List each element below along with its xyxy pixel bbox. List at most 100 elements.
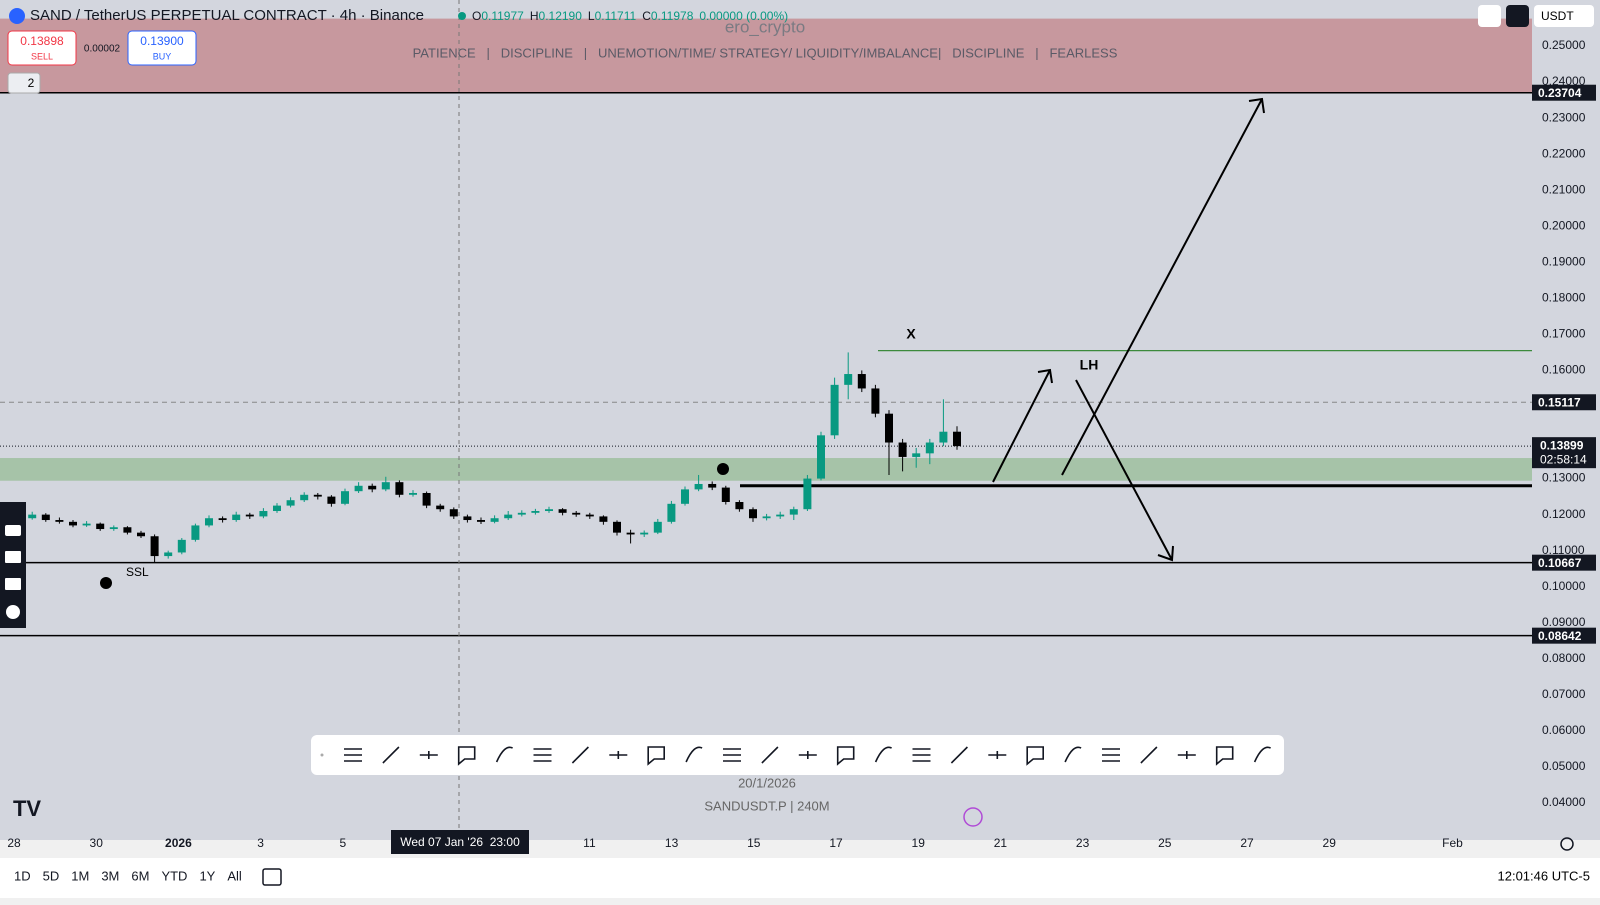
toolbar-tool[interactable] [1253, 746, 1271, 763]
period-button[interactable]: 6M [131, 868, 149, 883]
candle-body [477, 520, 485, 522]
indicator-count[interactable]: 2 [28, 76, 35, 90]
toolbar-tool[interactable] [950, 746, 968, 764]
sell-label[interactable]: SELL [31, 51, 53, 61]
candle-body [245, 514, 254, 517]
candle-body [123, 527, 132, 533]
period-button[interactable]: 1M [71, 868, 89, 883]
clock: 12:01:46 UTC-5 [1498, 868, 1591, 883]
status-dot [458, 12, 466, 20]
toolbar-tool[interactable] [761, 746, 779, 764]
lightning-icon[interactable] [963, 807, 983, 827]
candle-body [613, 521, 621, 533]
toolbar-tool[interactable] [912, 748, 931, 762]
toolbar-tool[interactable] [344, 748, 362, 762]
toolbar-tool[interactable] [836, 746, 855, 766]
x-tick-label: 2026 [165, 836, 192, 850]
time-axis: 28 30 2026 3 5 11 13 15 17 19 21 23 25 27 29 Feb [7, 836, 1463, 850]
toolbar-tool[interactable] [798, 751, 817, 759]
annotation-ssl: SSL [126, 565, 149, 579]
toolbar-tool[interactable] [1026, 746, 1044, 766]
bottom-bar [0, 858, 1600, 898]
toolbar-tool[interactable] [1215, 746, 1234, 766]
toolbar-tool[interactable] [382, 746, 400, 764]
buy-price[interactable]: 0.13900 [140, 34, 184, 48]
toolbar-tool[interactable] [874, 746, 892, 763]
candle-body [55, 520, 64, 522]
chart-background [0, 0, 1600, 840]
candle-body [803, 478, 812, 510]
candle-body [585, 514, 594, 517]
period-button[interactable]: 1D [14, 868, 31, 883]
toolbar-tool[interactable] [1064, 746, 1082, 763]
price-axis-labels: 0.250000.240000.230000.220000.210000.200… [1532, 38, 1596, 809]
toolbar-icons [320, 746, 1271, 766]
toolbar-tool[interactable] [495, 746, 513, 763]
candle-body [504, 514, 513, 519]
candle-body [409, 492, 417, 495]
y-tick-label: 0.11000 [1542, 543, 1585, 557]
toolbar-tool[interactable] [609, 751, 628, 759]
candle-body [300, 494, 309, 501]
toolbar-tool[interactable] [685, 746, 703, 763]
x-tick-label: 29 [1323, 836, 1337, 850]
toolbar-tool[interactable] [647, 746, 665, 766]
indicator-toggle[interactable] [7, 72, 41, 94]
toolbar-tool[interactable] [1177, 751, 1196, 759]
level-label: 0.23704 [1538, 86, 1582, 100]
ohlc-key: C [642, 9, 651, 23]
sell-button[interactable] [7, 30, 77, 66]
period-button[interactable]: All [227, 868, 242, 883]
toolbar-tool[interactable] [533, 748, 552, 762]
x-tick-label: 27 [1240, 836, 1254, 850]
cursor-date: 20/1/2026 [738, 775, 796, 790]
settings-icon[interactable] [6, 605, 20, 619]
toolbar-tool[interactable] [571, 746, 589, 764]
candle-body [422, 492, 431, 506]
candle-body [449, 509, 458, 517]
time-settings[interactable] [1560, 837, 1574, 851]
toolbar-tool[interactable] [419, 751, 438, 759]
ohlc-value: 0.11711 [595, 9, 637, 23]
y-tick-label: 0.06000 [1542, 723, 1586, 737]
period-buttons: 1D 5D 1M 3M 6M YTD 1Y All [14, 868, 242, 883]
toolbar-tool[interactable] [1102, 748, 1120, 762]
candle-body [912, 453, 921, 457]
x-tick-label: 15 [747, 836, 761, 850]
fullscreen-button[interactable] [1506, 5, 1529, 27]
ohlc-key: L [588, 9, 595, 23]
sell-price[interactable]: 0.13898 [20, 34, 64, 48]
candle-body [177, 539, 186, 553]
candle-body [69, 521, 77, 526]
toolbar-tool[interactable] [988, 751, 1007, 759]
currency-select[interactable] [1534, 5, 1594, 27]
zone [0, 458, 1532, 481]
currency[interactable]: USDT [1541, 9, 1574, 23]
toolbar-tool[interactable] [723, 748, 741, 762]
camera-icon[interactable] [5, 525, 21, 536]
buy-label[interactable]: BUY [153, 51, 172, 61]
symbol-title: SAND / TetherUS PERPETUAL CONTRACT · 4h … [30, 7, 424, 24]
candle-body [273, 505, 281, 512]
y-tick-label: 0.18000 [1542, 291, 1586, 305]
video-icon[interactable] [5, 551, 21, 563]
candle-body [898, 442, 907, 457]
date-range-button[interactable] [262, 868, 282, 886]
toolbar-tool[interactable] [1140, 746, 1158, 764]
candle-body [137, 532, 145, 537]
layers-icon[interactable] [5, 578, 21, 590]
period-button[interactable]: 1Y [199, 868, 215, 883]
toolbar-tool[interactable] [457, 746, 476, 766]
buy-button[interactable] [127, 30, 197, 66]
candle-body [708, 483, 717, 488]
period-button[interactable]: YTD [161, 868, 187, 883]
candle-body [150, 536, 159, 557]
candle-body [517, 512, 526, 515]
y-tick-label: 0.13000 [1542, 471, 1586, 485]
period-button[interactable]: 5D [43, 868, 60, 883]
period-button[interactable]: 3M [101, 868, 119, 883]
candle-body [762, 516, 771, 519]
candle-body [667, 503, 676, 522]
download-button[interactable] [1478, 5, 1501, 27]
